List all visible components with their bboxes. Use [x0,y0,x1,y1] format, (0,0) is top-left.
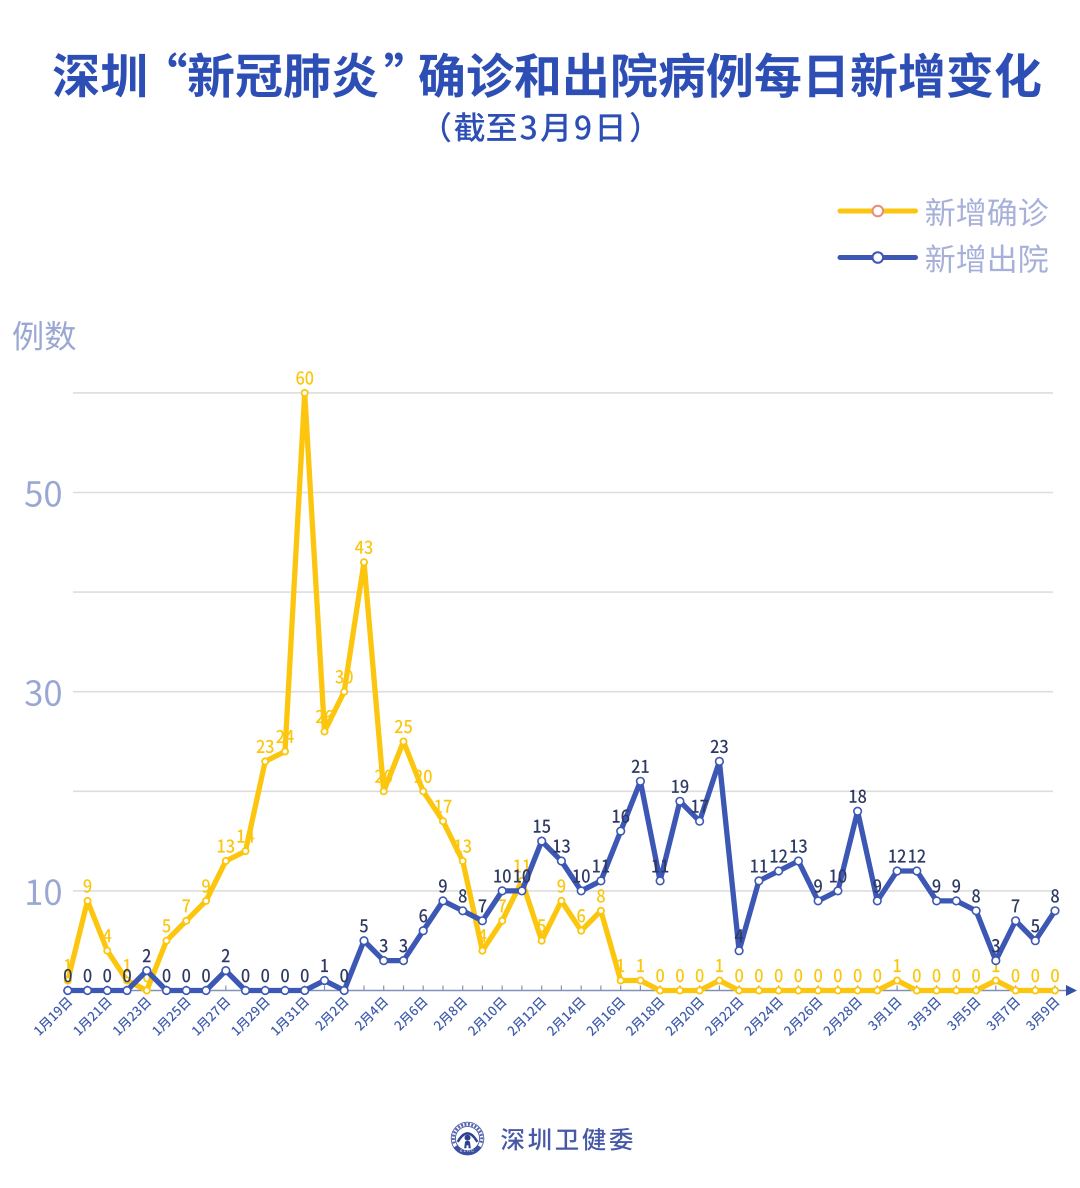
svg-text:SZHC: SZHC [460,1149,476,1153]
